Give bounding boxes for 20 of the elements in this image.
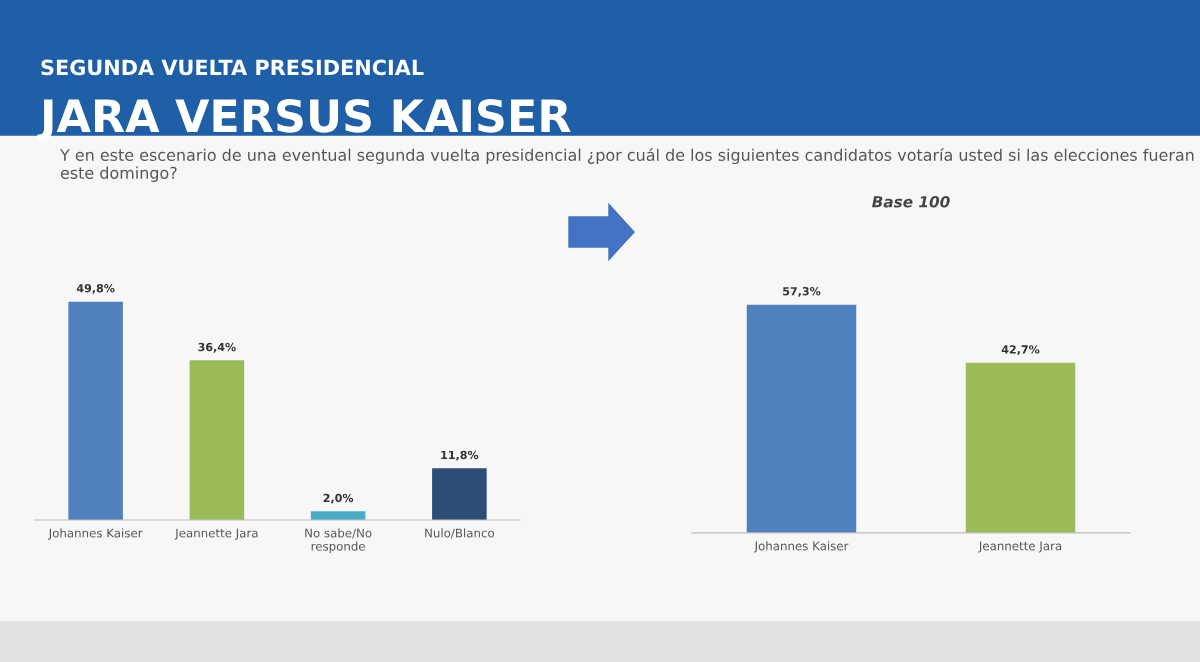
x-tick-label: No sabe/No responde — [305, 528, 372, 553]
data-label: 36,4% — [198, 342, 236, 353]
bar — [68, 301, 123, 520]
x-tick-label: Johannes Kaiser — [48, 528, 143, 540]
x-tick-label: Jeannette Jara — [174, 528, 258, 540]
x-tick-label: Nulo/Blanco — [425, 528, 495, 539]
bar — [189, 360, 245, 520]
chart-subtitle: JARA VERSUS KAISER — [37, 99, 571, 141]
data-label: 11,8% — [441, 450, 479, 461]
bar — [310, 511, 366, 520]
x-tick-label: Jeannette Jara — [978, 541, 1062, 553]
text: Y en este escenario de una eventual segunda vuelta presidencial ¿por cuál de los siguientes candidatos votaría usted si las elecciones fueran este domingo? — [59, 148, 1194, 182]
data-label: 2,0% — [323, 493, 354, 504]
chart-title: Base 100 — [872, 195, 950, 208]
bar — [432, 468, 487, 520]
data-label: 57,3% — [783, 287, 821, 297]
data-label: 49,8% — [76, 284, 115, 294]
chart-title: SEGUNDA VUELTA PRESIDENCIAL — [41, 59, 424, 76]
data-label: 42,7% — [1001, 345, 1040, 356]
x-tick-label: Johannes Kaiser — [753, 541, 849, 553]
